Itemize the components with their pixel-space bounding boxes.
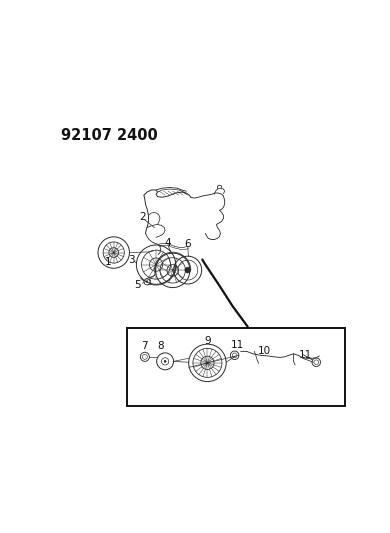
- Text: 7: 7: [141, 341, 147, 351]
- Text: 11: 11: [299, 350, 312, 360]
- Text: 1: 1: [105, 257, 111, 267]
- Bar: [127, 328, 345, 406]
- Text: 2: 2: [139, 213, 146, 222]
- Circle shape: [230, 351, 239, 360]
- Text: 92107 2400: 92107 2400: [61, 128, 158, 143]
- Circle shape: [312, 358, 321, 367]
- Text: 8: 8: [157, 341, 164, 351]
- Text: 5: 5: [135, 280, 141, 290]
- Circle shape: [146, 281, 148, 283]
- Circle shape: [164, 360, 166, 362]
- Circle shape: [140, 352, 149, 361]
- Text: 9: 9: [204, 336, 211, 346]
- Circle shape: [144, 279, 150, 285]
- Text: 11: 11: [231, 341, 244, 350]
- Text: 4: 4: [165, 238, 172, 248]
- Text: 6: 6: [184, 239, 191, 249]
- Text: 10: 10: [258, 346, 271, 356]
- Circle shape: [185, 267, 191, 273]
- Text: 3: 3: [129, 255, 135, 265]
